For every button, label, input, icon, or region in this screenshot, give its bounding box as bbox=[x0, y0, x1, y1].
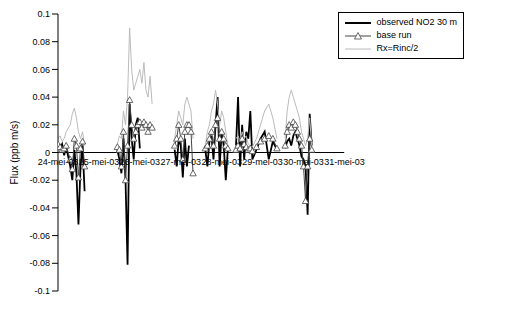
svg-text:-0.02: -0.02 bbox=[29, 175, 50, 185]
svg-text:26-mei-03: 26-mei-03 bbox=[120, 157, 161, 167]
svg-text:28-mei-03: 28-mei-03 bbox=[201, 157, 242, 167]
svg-text:0: 0 bbox=[45, 148, 50, 158]
html-text:base run: base run bbox=[376, 30, 412, 40]
svg-text:-0.08: -0.08 bbox=[29, 258, 50, 268]
svg-text:-0.04: -0.04 bbox=[29, 203, 50, 213]
svg-text:0.02: 0.02 bbox=[32, 120, 50, 130]
svg-text:0.08: 0.08 bbox=[32, 37, 50, 47]
html-text:observed NO2 30 m: observed NO2 30 m bbox=[376, 17, 457, 27]
svg-text:31-mei-03: 31-mei-03 bbox=[324, 157, 365, 167]
svg-text:0.1: 0.1 bbox=[37, 9, 50, 19]
svg-text:27-mei-03: 27-mei-03 bbox=[161, 157, 202, 167]
svg-text:0.06: 0.06 bbox=[32, 65, 50, 75]
svg-text:Flux (ppb m/s): Flux (ppb m/s) bbox=[9, 121, 20, 185]
svg-text:0.04: 0.04 bbox=[32, 92, 50, 102]
svg-text:-0.06: -0.06 bbox=[29, 231, 50, 241]
svg-text:25-mei-03: 25-mei-03 bbox=[79, 157, 120, 167]
html-text:Rx=Rinc/2: Rx=Rinc/2 bbox=[376, 43, 419, 53]
svg-text:29-mei-03: 29-mei-03 bbox=[242, 157, 283, 167]
svg-text:24-mei-03: 24-mei-03 bbox=[38, 157, 79, 167]
svg-text:-0.1: -0.1 bbox=[34, 286, 50, 296]
svg-text:30-mei-03: 30-mei-03 bbox=[283, 157, 324, 167]
